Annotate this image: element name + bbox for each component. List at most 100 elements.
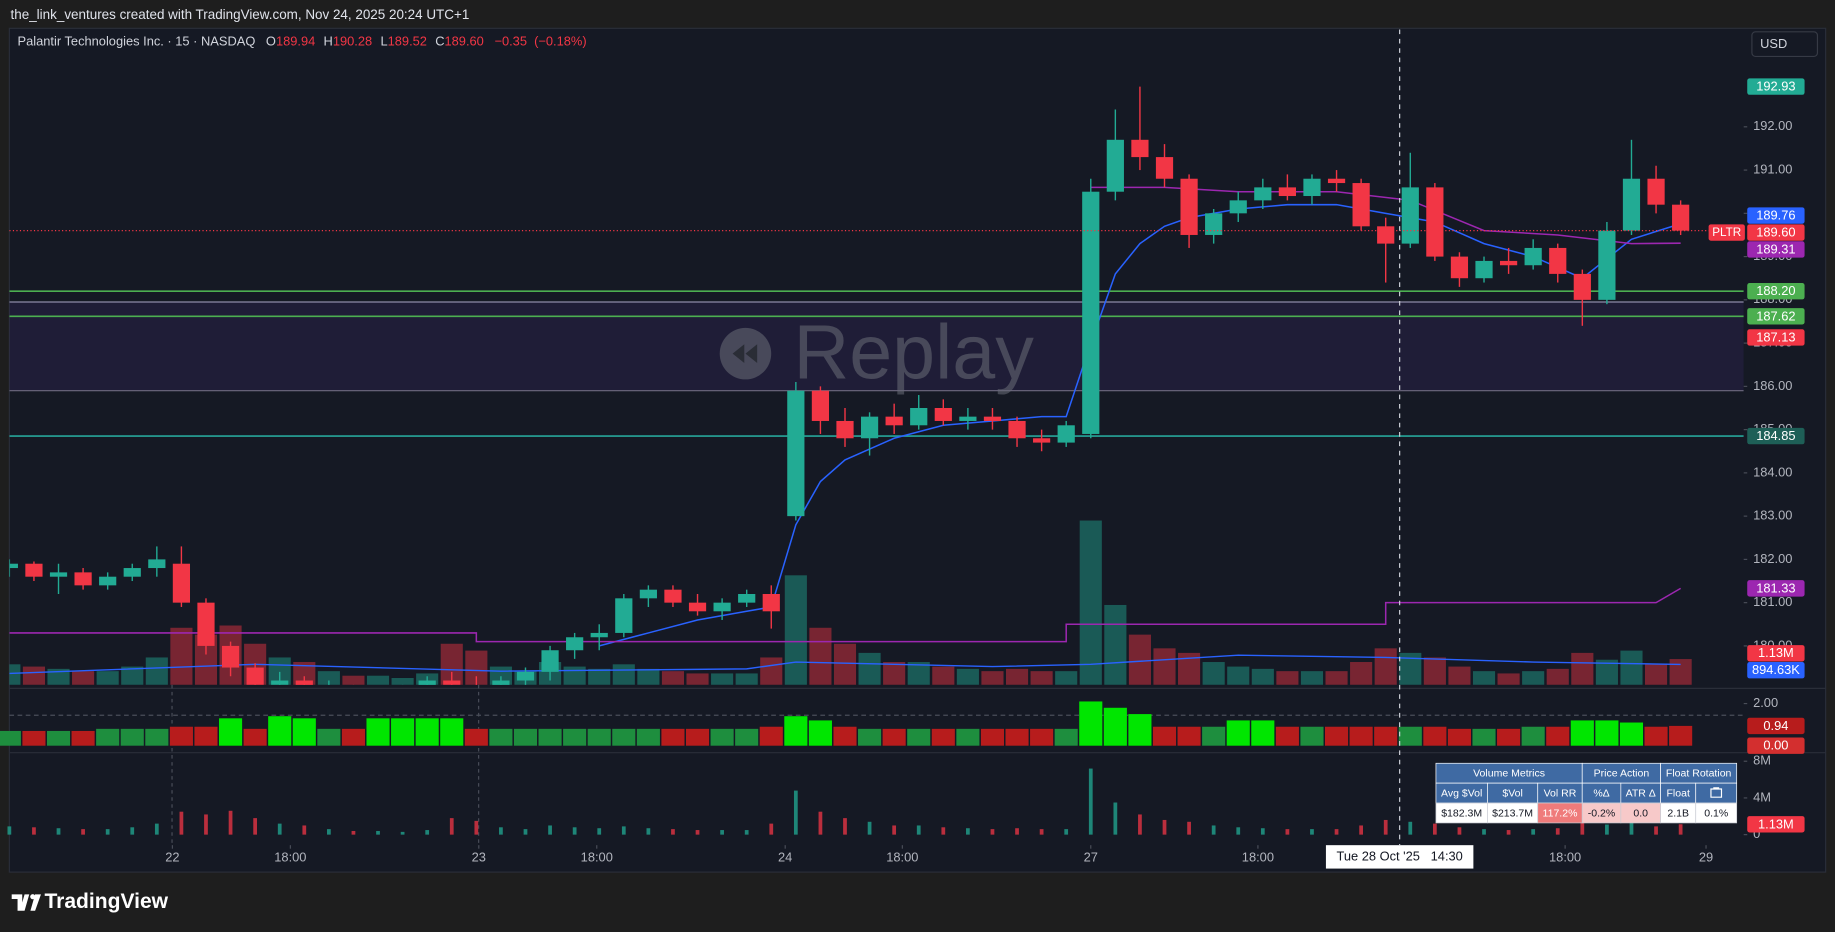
axis-badge-label: 894.63K	[1752, 662, 1800, 677]
table-value: $213.7M	[1492, 807, 1533, 819]
volume-pane-bar	[843, 818, 847, 835]
osc-bar	[661, 728, 685, 746]
x-tick-label: 18:00	[581, 849, 613, 864]
volume-pane-bar	[1555, 828, 1560, 835]
osc-bar	[1546, 726, 1570, 746]
volume-pane-bar	[376, 830, 380, 835]
volume-bar	[1030, 671, 1053, 685]
volume-pane-bar	[523, 829, 528, 835]
candle-body	[1057, 425, 1075, 443]
candle-body	[271, 680, 289, 685]
candle-body	[1672, 204, 1690, 231]
volume-pane-bar	[1211, 825, 1216, 835]
volume-bar	[72, 671, 95, 685]
volume-bar	[1202, 662, 1225, 685]
osc-bar	[366, 718, 390, 746]
legend-value: 190.28	[333, 34, 372, 49]
volume-pane-bar	[892, 825, 897, 835]
volume-pane-bar	[1432, 823, 1437, 835]
symbol-tag	[1708, 224, 1745, 241]
osc-bar	[194, 726, 218, 746]
volume-bar	[686, 673, 709, 685]
osc-bar	[784, 716, 808, 746]
volume-pane-bar	[56, 828, 61, 835]
brand-icon	[30, 894, 41, 911]
volume-pane-bar	[671, 829, 675, 835]
volume-bar	[1300, 671, 1324, 685]
volume-bar	[391, 677, 414, 685]
x-tick-label: 23	[472, 849, 486, 864]
volume-bar	[858, 652, 881, 685]
brand-icon	[11, 894, 30, 911]
volume-bar	[563, 666, 586, 685]
volume-bar	[637, 668, 660, 685]
candle-body	[959, 416, 977, 421]
osc-bar	[1644, 726, 1668, 746]
volume-pane-bar	[1088, 768, 1093, 835]
y-tick-label: 4M	[1753, 789, 1771, 804]
y-tick-label: 8M	[1753, 753, 1771, 768]
candle-body	[1426, 187, 1444, 257]
volume-pane-bar	[1138, 814, 1142, 835]
legend-key: O	[266, 34, 276, 49]
volume-bar	[1178, 652, 1201, 685]
candle-body	[1598, 230, 1616, 300]
table-group-label: Volume Metrics	[1473, 768, 1545, 780]
volume-pane-bar	[105, 829, 110, 835]
legend-key: L	[380, 34, 387, 49]
candle-body	[1524, 247, 1542, 266]
candle-body	[443, 680, 461, 685]
osc-bar	[1226, 720, 1250, 746]
volume-pane-bar	[1580, 821, 1585, 835]
crosshair-label: Tue 28 Oct '25 14:30	[1336, 848, 1462, 863]
volume-bar	[1423, 657, 1446, 685]
osc-bar	[243, 728, 267, 746]
volume-bar	[735, 673, 758, 685]
volume-bar	[145, 657, 168, 685]
osc-bar	[685, 728, 710, 746]
volume-pane-bar	[720, 830, 724, 835]
legend-key: H	[324, 34, 333, 49]
volume-bar	[1448, 666, 1471, 685]
currency-label[interactable]: USD	[1760, 36, 1787, 51]
osc-bar	[415, 718, 439, 746]
candle-body	[197, 602, 215, 646]
osc-bar	[489, 728, 513, 746]
legend-symbol: Palantir Technologies Inc. · 15 · NASDAQ	[18, 34, 256, 49]
candle-body	[713, 602, 731, 612]
osc-bar	[735, 728, 759, 746]
volume-bar	[1644, 664, 1668, 685]
volume-bar	[1546, 668, 1569, 685]
table-icon	[1710, 787, 1723, 798]
volume-bar	[612, 664, 635, 685]
currency-button[interactable]	[1751, 31, 1819, 57]
osc-bar	[1005, 728, 1029, 746]
volume-pane-bar	[499, 827, 503, 835]
osc-bar	[96, 728, 120, 746]
volume-bar	[1522, 671, 1545, 685]
candle-body	[1205, 213, 1223, 235]
indicator-line	[599, 203, 1681, 647]
axis-badge	[1747, 816, 1805, 833]
volume-pane-bar	[7, 826, 12, 835]
indicator-line	[9, 587, 1682, 643]
axis-badge	[1747, 662, 1805, 679]
x-tick-label: 18:00	[1549, 849, 1581, 864]
candle-body	[762, 594, 780, 612]
candle-body	[615, 598, 633, 633]
osc-bar	[120, 728, 144, 746]
volume-bar	[711, 673, 734, 685]
osc-bar	[341, 728, 365, 746]
axis-badge	[1747, 207, 1805, 224]
osc-bar	[710, 728, 734, 746]
volume-bar	[47, 668, 70, 685]
osc-bar	[268, 716, 292, 746]
volume-pane-bar	[277, 823, 282, 835]
volume-pane-bar	[81, 829, 85, 835]
x-tick-label: 27	[1084, 849, 1098, 864]
candle-body	[1352, 183, 1370, 227]
volume-bar	[1497, 673, 1520, 685]
volume-pane-bar	[597, 828, 602, 835]
volume-pane-bar	[1334, 829, 1339, 835]
